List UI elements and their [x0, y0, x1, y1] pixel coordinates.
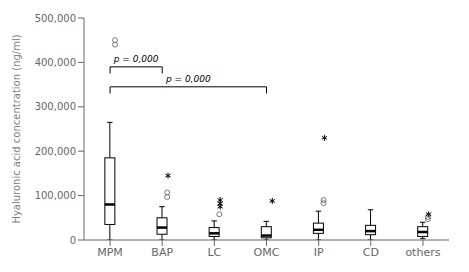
svg-text:MPM: MPM — [97, 246, 123, 259]
svg-text:others: others — [405, 246, 440, 259]
svg-text:0: 0 — [70, 235, 76, 246]
svg-text:500,000: 500,000 — [35, 13, 76, 24]
svg-text:OMC: OMC — [254, 246, 280, 259]
svg-text:CD: CD — [363, 246, 379, 259]
svg-text:400,000: 400,000 — [35, 57, 76, 68]
svg-text:IP: IP — [314, 246, 324, 259]
svg-text:p = 0,000: p = 0,000 — [113, 54, 159, 64]
svg-text:Hyaluronic acid concentration: Hyaluronic acid concentration (ng/ml) — [11, 34, 22, 223]
svg-text:100,000: 100,000 — [35, 190, 76, 201]
svg-text:BAP: BAP — [151, 246, 173, 259]
svg-text:200,000: 200,000 — [35, 146, 76, 157]
svg-text:LC: LC — [207, 246, 221, 259]
svg-text:p = 0,000: p = 0,000 — [165, 74, 211, 84]
svg-text:300,000: 300,000 — [35, 101, 76, 112]
